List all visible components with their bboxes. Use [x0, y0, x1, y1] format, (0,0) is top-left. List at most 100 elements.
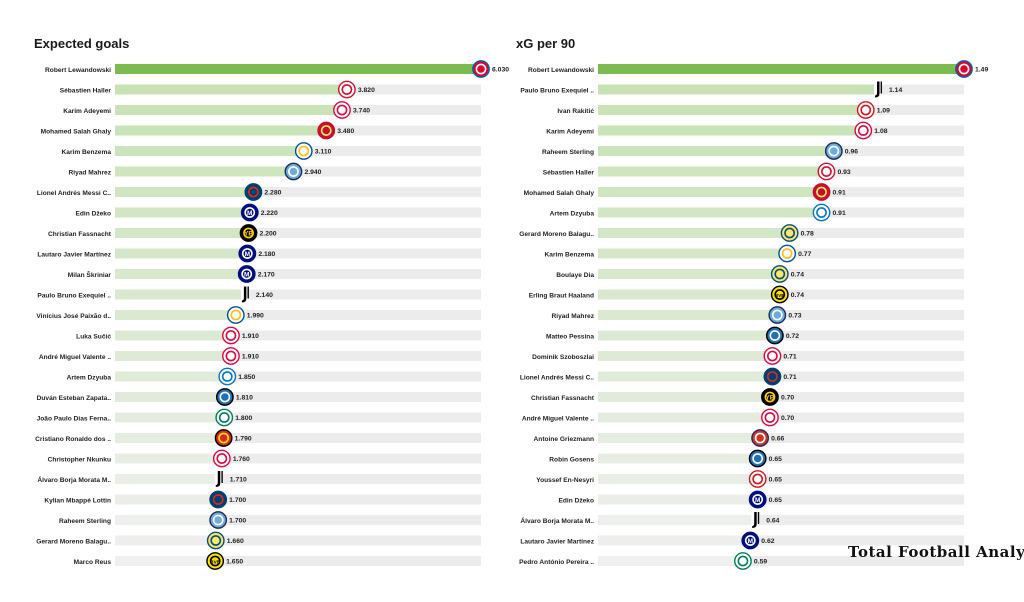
bar: [598, 412, 770, 423]
inter-icon: M: [237, 265, 256, 283]
category-label: Paulo Bruno Exequiel ..: [37, 293, 111, 300]
young-boys-icon: YB: [761, 388, 779, 406]
value-label: 1.09: [877, 108, 890, 115]
bar: [598, 248, 788, 259]
category-label: Christian Fassnacht: [48, 231, 112, 238]
category-label: Christopher Nkunku: [48, 457, 111, 464]
category-label: Antoine Griezmann: [534, 436, 594, 443]
man-city-icon: [209, 511, 228, 529]
bar: [598, 289, 780, 300]
value-label: 1.650: [226, 559, 243, 566]
value-label: 2.940: [304, 169, 321, 176]
atalanta-icon: [765, 326, 784, 345]
leipzig-icon: [212, 449, 231, 468]
juventus-icon: [214, 471, 223, 487]
value-label: 1.760: [233, 456, 250, 463]
bar-track: [115, 248, 481, 259]
atletico-icon: [751, 429, 770, 447]
category-label: Sébastien Haller: [543, 170, 595, 177]
bar: [115, 515, 219, 525]
value-label: 1.14: [889, 87, 902, 94]
category-label: Luka Sučić: [76, 334, 111, 341]
bar: [598, 433, 761, 443]
category-label: Edin Džeko: [75, 211, 111, 218]
bar: [115, 412, 225, 423]
bar-track: [598, 433, 964, 443]
real-madrid-icon: [294, 142, 313, 160]
real-madrid-icon: [778, 244, 797, 263]
category-label: Duván Esteban Zapata..: [37, 395, 112, 402]
value-label: 0.72: [786, 333, 799, 340]
value-label: 6.030: [492, 67, 509, 74]
bar-track: [115, 371, 481, 382]
bar: [115, 351, 231, 361]
category-label: Karim Benzema: [62, 149, 112, 156]
value-label: 0.66: [771, 436, 784, 443]
bayern-icon: [955, 60, 973, 78]
value-label: 0.70: [781, 395, 794, 402]
category-label: Robin Gosens: [549, 457, 594, 464]
value-label: 0.59: [754, 559, 767, 566]
juventus-icon: [874, 81, 883, 98]
bar: [598, 392, 770, 402]
bar-track: [115, 474, 481, 484]
sevilla-icon: [748, 470, 767, 488]
category-label: Karim Benzema: [545, 252, 595, 259]
value-label: 0.65: [769, 456, 782, 463]
category-label: Riyad Mahrez: [551, 313, 594, 320]
value-label: 0.71: [783, 354, 796, 361]
category-label: Cristiano Ronaldo dos ..: [35, 436, 111, 443]
young-boys-icon: YB: [239, 224, 258, 242]
inter-icon: M: [748, 490, 767, 509]
category-label: Karim Adeyemi: [63, 108, 111, 115]
bar: [115, 474, 219, 484]
bar: [598, 535, 751, 546]
svg-text:YB: YB: [765, 394, 774, 401]
category-label: Milan Škriniar: [68, 270, 112, 279]
category-label: Riyad Mahrez: [68, 170, 111, 177]
bar-track: [115, 228, 481, 238]
value-label: 0.74: [791, 272, 804, 279]
value-label: 0.70: [781, 415, 794, 422]
villarreal-icon: [770, 265, 789, 283]
value-label: 2.200: [260, 231, 277, 238]
bar-track: [115, 392, 481, 402]
bar: [598, 105, 866, 115]
bar-track: [115, 515, 481, 525]
leipzig-icon: [222, 326, 240, 345]
bar-track: [598, 535, 964, 546]
svg-text:YB: YB: [244, 230, 253, 237]
dortmund-icon: BVB: [770, 285, 789, 304]
value-label: 0.65: [769, 477, 782, 484]
category-label: Gerard Moreno Balagu..: [36, 539, 111, 546]
bar-track: [115, 351, 481, 361]
zenit-icon: [218, 367, 237, 386]
inter-icon: M: [240, 203, 259, 222]
man-city-icon: [284, 162, 303, 181]
bar: [598, 330, 775, 341]
svg-text:BVB: BVB: [775, 293, 785, 298]
category-label: Dominik Szoboszlai: [532, 354, 594, 361]
bar: [115, 556, 216, 566]
real-madrid-icon: [226, 306, 245, 324]
bar: [598, 515, 756, 525]
value-label: 2.180: [258, 251, 275, 258]
value-label: 3.110: [315, 149, 332, 156]
bar: [115, 146, 304, 156]
juventus-icon: [240, 286, 249, 303]
value-label: 3.480: [337, 128, 354, 135]
bar: [598, 310, 778, 320]
svg-text:M: M: [245, 251, 250, 258]
bar: [598, 351, 773, 361]
bar: [598, 146, 834, 156]
man-city-icon: [768, 306, 787, 324]
value-label: 0.93: [837, 169, 850, 176]
bar: [115, 371, 228, 382]
chart-title-xg-per-90: xG per 90: [516, 36, 576, 51]
bar: [598, 207, 822, 218]
value-label: 2.140: [256, 292, 273, 299]
bar-track: [598, 515, 964, 525]
inter-icon: M: [741, 531, 760, 550]
bar: [115, 166, 294, 177]
